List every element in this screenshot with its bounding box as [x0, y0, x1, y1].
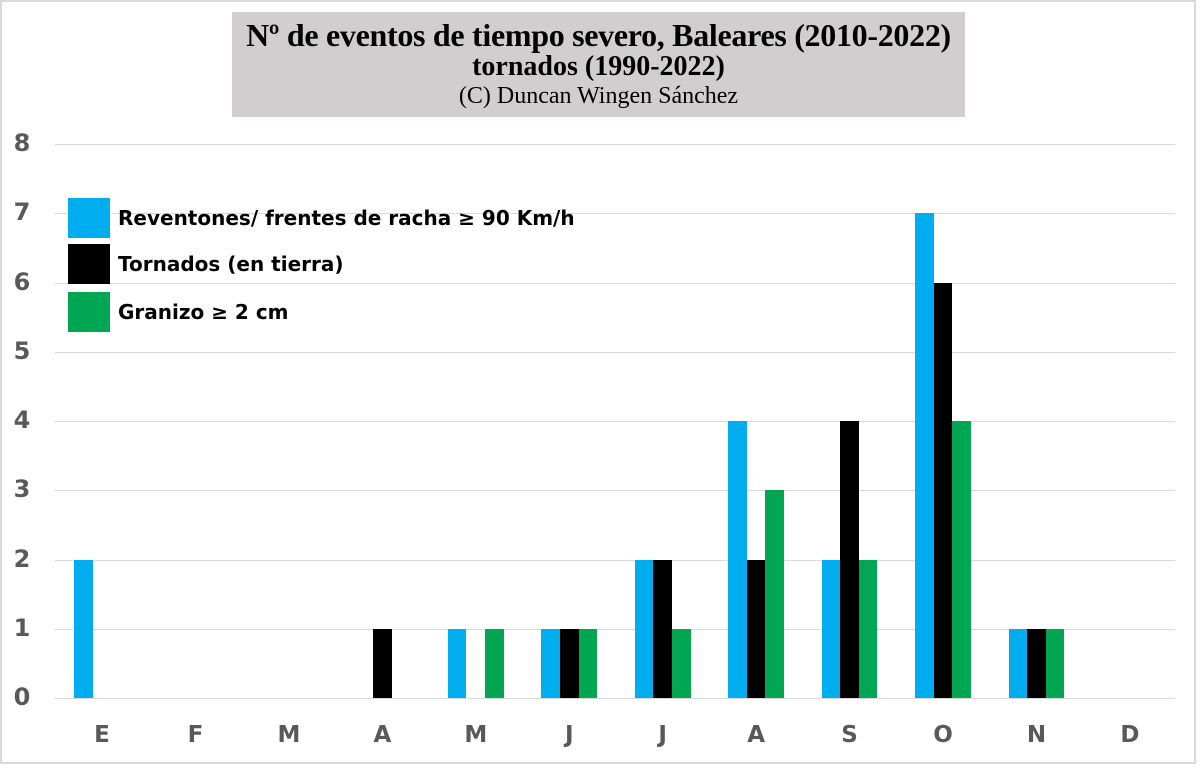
legend-item-tornados: Tornados (en tierra) [68, 244, 668, 284]
bar [653, 559, 672, 698]
bar [952, 421, 971, 698]
bar [1008, 628, 1028, 698]
y-tick-label: 7 [13, 198, 31, 227]
x-tick-label: A [373, 722, 392, 748]
bar [447, 628, 467, 698]
chart-title-box: Nº de eventos de tiempo severo, Baleares… [232, 12, 965, 117]
gridline [55, 698, 1175, 699]
x-tick-label: E [94, 722, 110, 748]
x-tick-label: A [747, 722, 766, 748]
bar [1027, 628, 1046, 698]
y-tick-label: 8 [13, 129, 31, 157]
chart-title: Nº de eventos de tiempo severo, Baleares… [246, 17, 951, 53]
bar [373, 628, 392, 698]
gridline [55, 421, 1175, 422]
bar [746, 559, 766, 698]
gridline [55, 351, 1175, 353]
legend-label: Tornados (en tierra) [118, 252, 344, 276]
y-tick-label: 2 [13, 544, 31, 573]
legend-swatch-black-icon [68, 244, 110, 284]
x-tick-label: S [841, 722, 858, 748]
bar [541, 628, 560, 698]
bar [915, 213, 934, 698]
gridline [55, 559, 1175, 561]
gridline [55, 213, 1175, 215]
bar [821, 559, 841, 698]
x-tick-label: D [1120, 722, 1140, 748]
x-tick-label: M [277, 722, 301, 748]
x-tick-label: O [933, 722, 953, 748]
y-tick-label: 3 [13, 475, 31, 504]
gridline [55, 490, 1175, 492]
x-tick-label: J [658, 722, 667, 748]
bar [728, 421, 747, 698]
bar [578, 628, 598, 698]
bar [634, 559, 654, 698]
legend-swatch-green-icon [68, 292, 110, 332]
gridline [55, 144, 1175, 145]
x-tick-label: J [564, 722, 574, 748]
bar [672, 628, 691, 698]
y-tick-label: 0 [13, 683, 31, 711]
bar [765, 490, 785, 698]
x-tick-label: M [464, 722, 488, 748]
y-tick-label: 5 [13, 336, 31, 365]
chart-title-line2: tornados (1990-2022) [472, 51, 725, 82]
legend-swatch-blue-icon [68, 198, 110, 238]
bar [485, 628, 504, 698]
x-tick-label: N [1026, 722, 1047, 748]
bar [858, 559, 878, 698]
gridline [55, 628, 1175, 630]
legend-item-granizo: Granizo ≥ 2 cm [68, 292, 668, 332]
bar [1045, 628, 1065, 698]
y-tick-label: 1 [13, 613, 31, 642]
bar [840, 421, 859, 698]
gridline [55, 282, 1175, 284]
bar [933, 282, 953, 698]
legend-label: Reventones/ frentes de racha ≥ 90 Km/h [118, 206, 575, 230]
y-tick-label: 6 [13, 267, 31, 296]
bar [559, 628, 579, 698]
legend-item-reventones: Reventones/ frentes de racha ≥ 90 Km/h [68, 198, 668, 238]
bar [74, 559, 93, 698]
y-tick-label: 4 [13, 406, 31, 434]
x-tick-label: F [187, 722, 204, 748]
legend-label: Granizo ≥ 2 cm [118, 300, 289, 324]
chart-credit: (C) Duncan Wingen Sánchez [458, 83, 739, 109]
